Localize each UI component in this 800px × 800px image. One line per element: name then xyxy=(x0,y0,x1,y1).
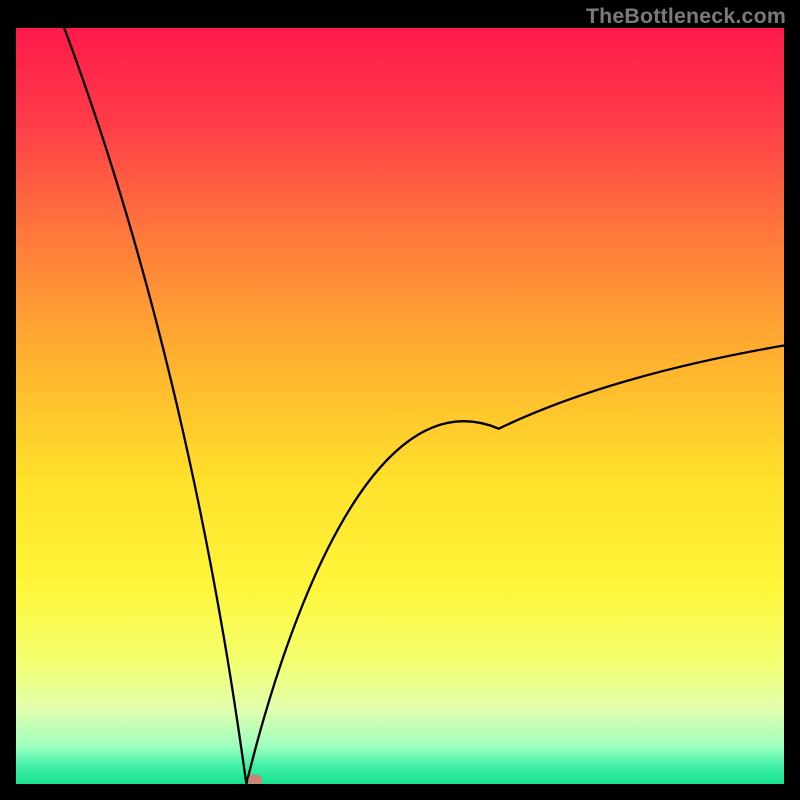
bottleneck-curve xyxy=(64,28,784,784)
chart-frame: TheBottleneck.com xyxy=(0,0,800,800)
watermark-text: TheBottleneck.com xyxy=(586,4,786,29)
curve-layer xyxy=(16,28,784,784)
minimum-marker xyxy=(248,774,262,784)
plot-area xyxy=(16,28,784,784)
